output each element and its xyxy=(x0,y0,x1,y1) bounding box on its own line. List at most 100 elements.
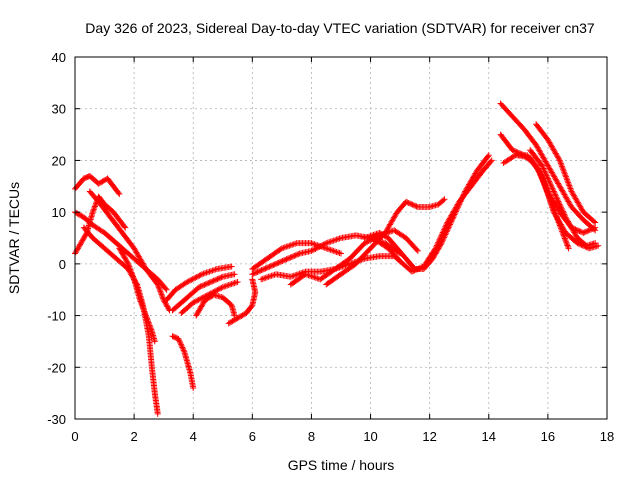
data-point xyxy=(289,241,296,248)
data-point xyxy=(154,281,161,288)
data-point xyxy=(412,202,419,209)
data-point xyxy=(208,293,215,300)
data-point xyxy=(544,175,551,182)
data-point xyxy=(376,229,383,236)
data-point xyxy=(405,199,412,206)
data-point xyxy=(140,305,147,312)
data-point xyxy=(230,317,237,324)
data-point xyxy=(565,243,572,250)
data-point xyxy=(240,311,247,318)
data-point xyxy=(361,235,368,241)
data-point xyxy=(146,322,153,329)
data-point xyxy=(435,238,442,245)
data-point xyxy=(406,200,413,207)
data-point xyxy=(90,206,97,213)
data-point xyxy=(189,276,196,283)
data-point xyxy=(121,223,128,230)
data-point xyxy=(272,260,279,267)
data-point xyxy=(440,228,447,235)
data-point xyxy=(414,266,421,273)
data-point xyxy=(369,232,376,239)
data-point xyxy=(118,249,125,256)
data-point xyxy=(261,275,268,282)
data-point xyxy=(574,240,581,247)
data-point xyxy=(254,268,261,275)
data-point xyxy=(338,250,344,257)
data-point xyxy=(178,341,185,348)
data-point xyxy=(205,280,212,287)
series-arc-8 xyxy=(163,263,235,304)
data-point xyxy=(117,246,124,253)
data-point xyxy=(408,268,415,275)
data-point xyxy=(215,275,222,282)
data-point xyxy=(190,299,197,306)
data-point xyxy=(227,281,234,288)
data-point xyxy=(546,178,553,185)
series-arc-7 xyxy=(169,333,197,391)
data-point xyxy=(311,274,318,281)
data-point xyxy=(286,242,293,249)
data-point xyxy=(214,276,221,283)
data-point xyxy=(369,235,376,242)
data-point xyxy=(119,250,126,257)
data-point xyxy=(382,233,389,240)
data-point xyxy=(259,275,266,282)
data-point xyxy=(560,210,567,217)
data-point xyxy=(76,242,83,249)
y-tick-label: -20 xyxy=(47,360,66,375)
data-point xyxy=(139,304,146,311)
data-point xyxy=(320,241,327,248)
data-point xyxy=(222,283,229,290)
data-point xyxy=(443,222,450,229)
data-point xyxy=(185,278,192,285)
data-point xyxy=(441,196,448,203)
data-point xyxy=(549,185,556,192)
data-point xyxy=(259,266,266,273)
data-point xyxy=(577,228,584,235)
data-point xyxy=(279,257,286,264)
data-point xyxy=(378,231,385,238)
data-point xyxy=(564,176,571,183)
data-point xyxy=(205,294,212,301)
series-arc-9 xyxy=(169,271,238,314)
data-point xyxy=(159,292,166,299)
data-point xyxy=(435,239,442,246)
data-point xyxy=(238,312,245,319)
data-point xyxy=(209,267,216,274)
data-point xyxy=(122,224,129,231)
data-point xyxy=(371,231,378,238)
data-point xyxy=(251,270,258,277)
data-point xyxy=(202,281,209,288)
data-point xyxy=(147,323,154,330)
data-point xyxy=(148,326,155,333)
data-point xyxy=(179,344,186,351)
data-point xyxy=(561,170,568,177)
data-point xyxy=(324,245,331,252)
data-point xyxy=(177,340,184,347)
data-point xyxy=(558,161,565,168)
data-point xyxy=(434,241,441,248)
data-point xyxy=(203,269,210,276)
y-tick-label: 30 xyxy=(52,102,66,117)
data-point xyxy=(283,256,290,263)
data-point xyxy=(316,243,323,250)
data-point xyxy=(561,234,568,241)
data-point xyxy=(418,264,425,271)
data-point xyxy=(121,254,128,261)
data-point xyxy=(324,239,331,246)
data-point xyxy=(562,173,569,180)
data-point xyxy=(484,153,491,160)
data-point xyxy=(559,164,566,171)
data-point xyxy=(335,249,342,256)
data-point xyxy=(544,174,551,181)
series-arc-25 xyxy=(527,147,599,249)
data-point xyxy=(439,229,446,236)
data-point xyxy=(561,235,568,242)
data-point xyxy=(565,181,572,188)
data-point xyxy=(199,271,206,278)
data-point xyxy=(408,201,415,208)
data-point xyxy=(231,271,238,278)
data-point xyxy=(196,296,203,303)
data-point xyxy=(563,175,570,182)
data-point xyxy=(550,187,557,194)
